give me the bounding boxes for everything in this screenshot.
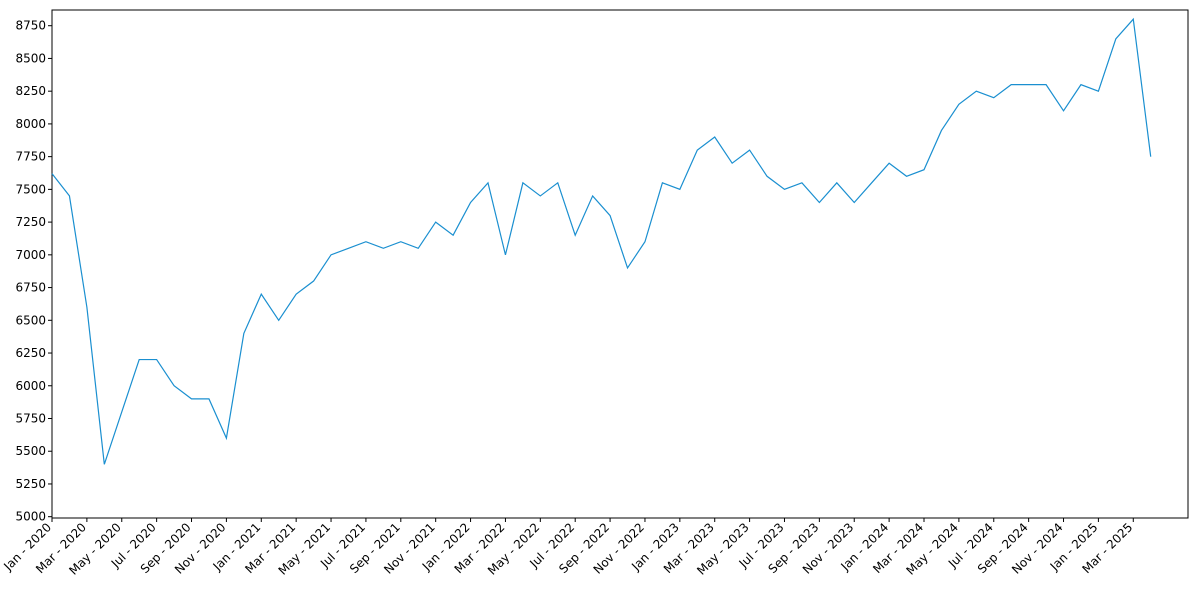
y-tick-label: 7000 bbox=[15, 248, 46, 262]
plot-frame bbox=[51, 9, 1189, 519]
y-tick-label: 6750 bbox=[15, 281, 46, 295]
y-tick-label: 5000 bbox=[15, 510, 46, 524]
y-tick-label: 6250 bbox=[15, 346, 46, 360]
line-series bbox=[51, 17, 1152, 465]
y-tick-label: 6000 bbox=[15, 379, 46, 393]
y-tick-label: 7500 bbox=[15, 182, 46, 196]
y-tick-label: 5750 bbox=[15, 411, 46, 425]
y-tick-label: 5500 bbox=[15, 444, 46, 458]
y-tick-label: 8500 bbox=[15, 51, 46, 65]
y-tick-label: 6500 bbox=[15, 313, 46, 327]
y-tick-label: 8750 bbox=[15, 19, 46, 33]
y-tick-label: 5250 bbox=[15, 477, 46, 491]
y-tick-label: 8250 bbox=[15, 84, 46, 98]
y-tick-label: 7250 bbox=[15, 215, 46, 229]
y-tick-label: 7750 bbox=[15, 150, 46, 164]
y-tick-label: 8000 bbox=[15, 117, 46, 131]
